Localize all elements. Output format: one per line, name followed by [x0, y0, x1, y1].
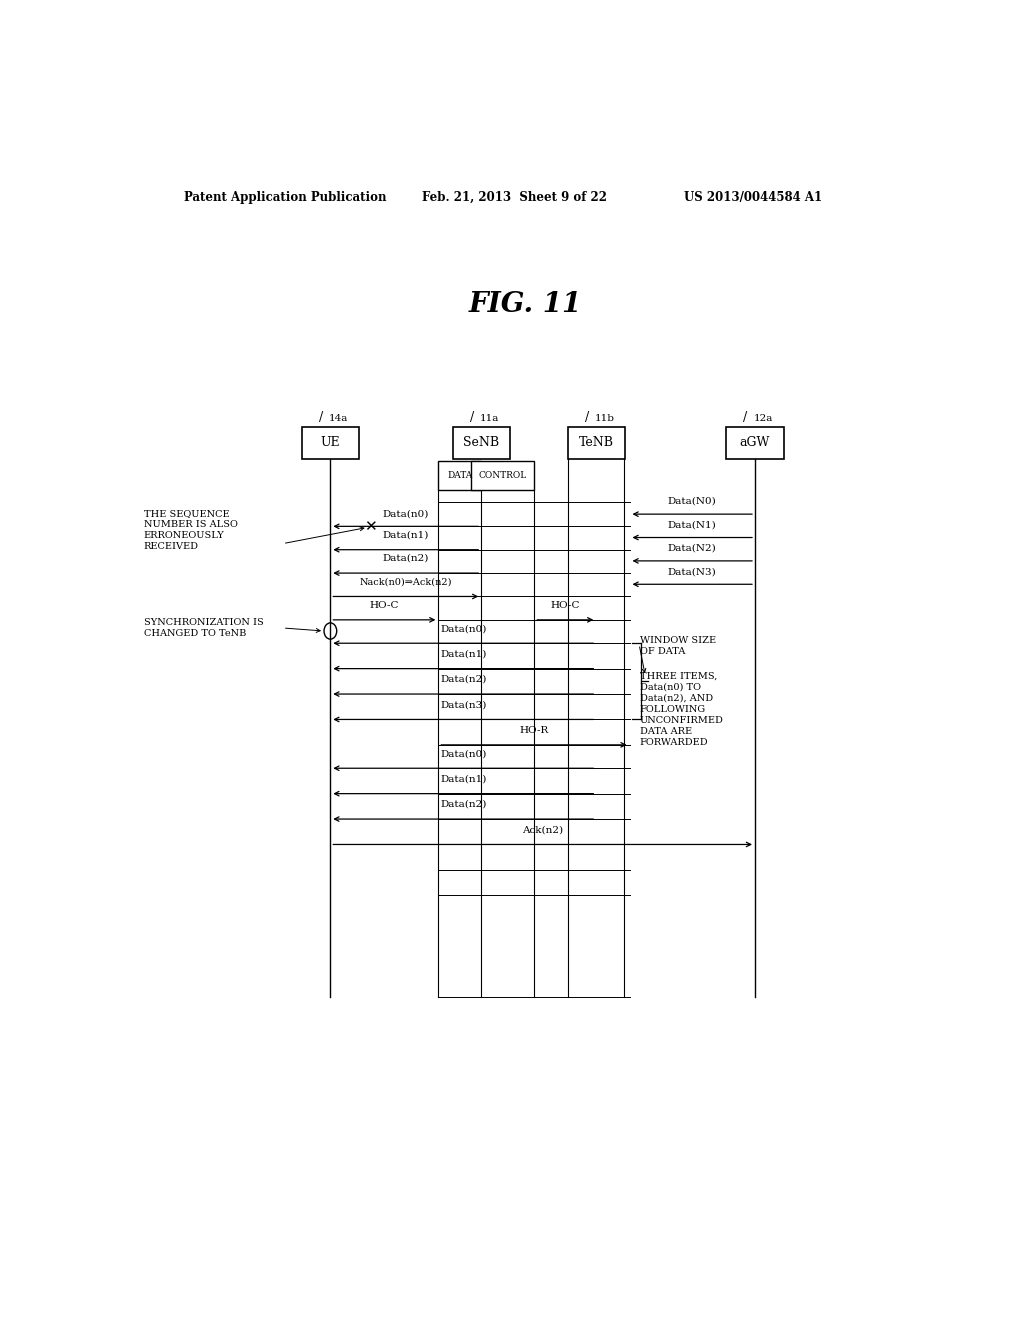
Text: Data(N3): Data(N3) — [668, 568, 717, 576]
Text: Data(n2): Data(n2) — [440, 800, 486, 809]
Text: Data(n3): Data(n3) — [440, 701, 486, 709]
Text: CONTROL: CONTROL — [478, 471, 526, 480]
Text: TeNB: TeNB — [579, 437, 613, 450]
Text: /: / — [743, 411, 748, 424]
Text: 11a: 11a — [479, 413, 499, 422]
Text: Data(n1): Data(n1) — [440, 649, 486, 659]
Text: /: / — [585, 411, 589, 424]
FancyBboxPatch shape — [726, 426, 783, 459]
Text: Data(n0): Data(n0) — [440, 748, 486, 758]
FancyBboxPatch shape — [471, 461, 535, 490]
Text: aGW: aGW — [739, 437, 770, 450]
Text: DATA: DATA — [447, 471, 472, 480]
Text: Nack(n0)⇒Ack(n2): Nack(n0)⇒Ack(n2) — [359, 577, 452, 586]
FancyBboxPatch shape — [438, 461, 481, 490]
Text: Data(n0): Data(n0) — [440, 624, 486, 634]
Text: 14a: 14a — [329, 413, 348, 422]
Text: THREE ITEMS,
Data(n0) TO
Data(n2), AND
FOLLOWING
UNCONFIRMED
DATA ARE
FORWARDED: THREE ITEMS, Data(n0) TO Data(n2), AND F… — [640, 672, 724, 747]
FancyBboxPatch shape — [453, 426, 510, 459]
Text: FIG. 11: FIG. 11 — [468, 290, 582, 318]
Text: SYNCHRONIZATION IS
CHANGED TO TeNB: SYNCHRONIZATION IS CHANGED TO TeNB — [143, 618, 263, 638]
FancyBboxPatch shape — [302, 426, 359, 459]
Text: Feb. 21, 2013  Sheet 9 of 22: Feb. 21, 2013 Sheet 9 of 22 — [422, 191, 606, 203]
Text: Data(N0): Data(N0) — [668, 498, 717, 506]
Text: /: / — [318, 411, 323, 424]
Text: ✕: ✕ — [364, 519, 377, 533]
Text: HO-C: HO-C — [551, 601, 580, 610]
Text: Data(n1): Data(n1) — [383, 531, 429, 540]
Text: UE: UE — [321, 437, 340, 450]
Text: US 2013/0044584 A1: US 2013/0044584 A1 — [684, 191, 821, 203]
Text: Data(n0): Data(n0) — [383, 510, 429, 519]
Text: THE SEQUENCE
NUMBER IS ALSO
ERRONEOUSLY
RECEIVED: THE SEQUENCE NUMBER IS ALSO ERRONEOUSLY … — [143, 510, 238, 552]
Text: WINDOW SIZE
OF DATA: WINDOW SIZE OF DATA — [640, 636, 716, 656]
Text: /: / — [469, 411, 474, 424]
Text: Data(N2): Data(N2) — [668, 544, 717, 553]
FancyBboxPatch shape — [567, 426, 625, 459]
Text: 11b: 11b — [595, 413, 614, 422]
Text: Data(N1): Data(N1) — [668, 520, 717, 529]
Text: Ack(n2): Ack(n2) — [522, 825, 563, 834]
Text: SeNB: SeNB — [463, 437, 500, 450]
Text: Data(n2): Data(n2) — [440, 675, 486, 684]
Text: 12a: 12a — [754, 413, 773, 422]
Text: Data(n1): Data(n1) — [440, 775, 486, 784]
Text: HO-C: HO-C — [370, 601, 399, 610]
Text: Patent Application Publication: Patent Application Publication — [183, 191, 386, 203]
Text: HO-R: HO-R — [519, 726, 549, 735]
Text: Data(n2): Data(n2) — [383, 554, 429, 562]
